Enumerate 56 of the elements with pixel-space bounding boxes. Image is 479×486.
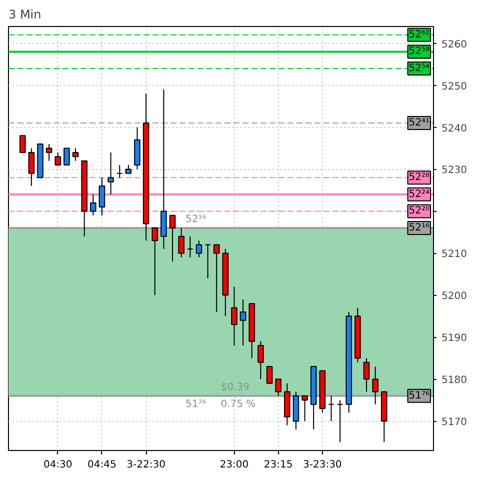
candlestick <box>266 366 273 384</box>
candlestick <box>213 244 220 312</box>
candlestick <box>336 400 344 443</box>
ref-line-label: 52⁴¹ <box>408 118 430 129</box>
ref-line-label: 52²⁰ <box>408 206 430 217</box>
candlestick <box>19 135 26 153</box>
y-tick-label: 5250 <box>442 81 467 92</box>
y-tick-label: 5170 <box>442 417 467 428</box>
x-tick-label: 23:00 <box>220 460 249 470</box>
y-tick-label: 5190 <box>442 333 467 344</box>
annotation: 51⁷⁶ <box>186 398 206 410</box>
ref-line-label: 51⁷⁶ <box>408 390 430 402</box>
y-tick-label: 5210 <box>442 249 467 260</box>
candlestick <box>258 340 264 380</box>
candlestick <box>240 298 246 346</box>
annotation: $0.39 <box>220 382 250 393</box>
y-tick-label: 5230 <box>442 165 467 176</box>
candlestick <box>328 395 334 422</box>
candlestick <box>54 152 62 166</box>
candlestick <box>90 194 96 216</box>
y-tick-label: 5180 <box>442 375 467 386</box>
annotation: 0.75 % <box>220 398 256 410</box>
candlestick <box>186 236 194 258</box>
candlestick <box>28 148 35 187</box>
x-tick-label: 04:45 <box>88 460 116 470</box>
y-tick-label: 5240 <box>442 123 467 134</box>
candlestick <box>204 244 211 279</box>
candlestick <box>231 286 238 346</box>
candlestick <box>363 358 370 392</box>
candlestick <box>152 228 158 296</box>
x-tick-label: 3-23:30 <box>303 460 342 470</box>
candlestick <box>196 240 202 258</box>
candlestick <box>108 152 114 195</box>
ref-line-label: 52⁶² <box>408 29 430 40</box>
ref-line-label: 52¹⁶ <box>408 222 430 234</box>
ref-line-label: 52²⁴ <box>408 188 430 200</box>
chart-title: 3 Min <box>8 8 42 22</box>
candlestick <box>72 148 79 162</box>
x-tick-label: 3-22:30 <box>126 460 166 470</box>
ref-line-label: 52⁵⁴ <box>408 62 430 74</box>
candlestick <box>116 164 123 178</box>
candlestick <box>46 144 52 162</box>
candlestick <box>302 395 308 422</box>
y-tick-label: 5260 <box>442 39 467 50</box>
candlestick <box>64 148 70 166</box>
annotation: 52¹⁶ <box>186 214 206 226</box>
candlestick <box>372 366 378 405</box>
candlestick <box>275 378 282 396</box>
candlestick <box>98 177 106 216</box>
y-tick-label: 5200 <box>442 291 467 302</box>
ref-line-label: 52⁵⁸ <box>408 46 430 58</box>
ref-line-label: 52²⁸ <box>408 172 430 184</box>
x-tick-label: 04:30 <box>43 460 72 470</box>
candlestick <box>169 214 176 262</box>
candlestick <box>178 228 184 258</box>
x-tick-label: 23:15 <box>264 460 293 470</box>
